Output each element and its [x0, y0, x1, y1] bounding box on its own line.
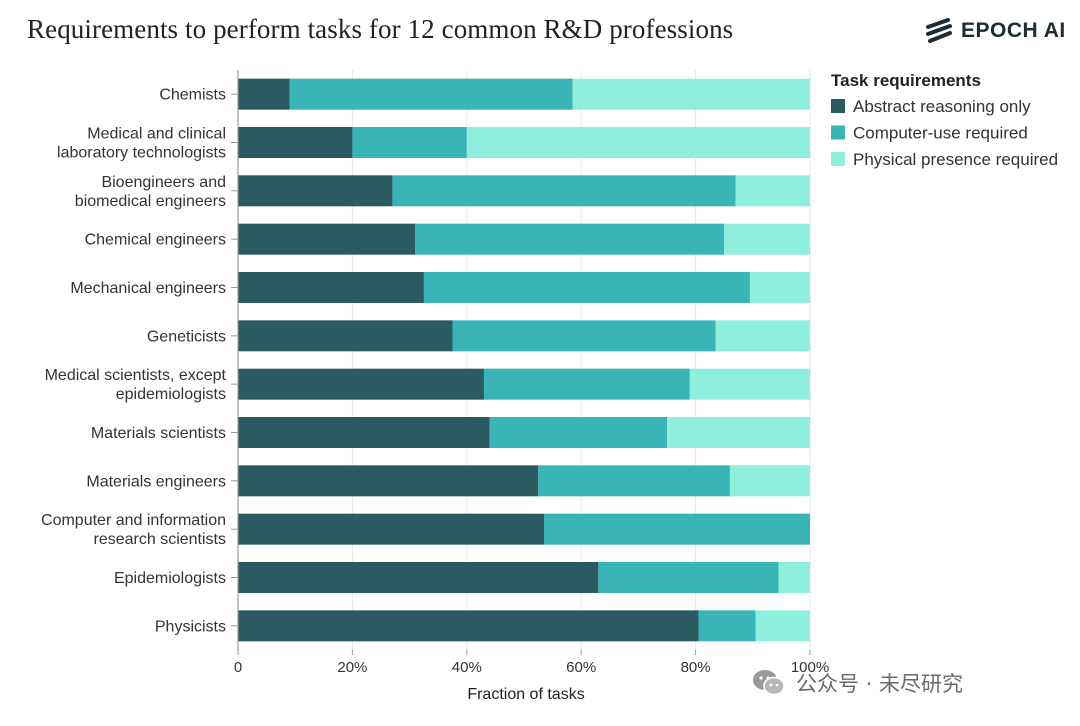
legend-swatch	[831, 125, 845, 140]
x-tick-label: 20%	[337, 659, 367, 676]
bar-segment	[238, 465, 539, 497]
x-tick-label: 40%	[452, 659, 482, 676]
bar-segment	[538, 465, 730, 497]
legend-swatch	[831, 99, 845, 113]
bar-segment	[715, 320, 810, 352]
bar-segment	[544, 513, 810, 545]
bar-segment	[238, 320, 453, 352]
epoch-stripes-icon	[926, 18, 952, 43]
bar-segment	[572, 78, 810, 110]
category-label: Bioengineers and	[101, 174, 226, 191]
bar-segment	[452, 320, 716, 352]
x-tick-label: 100%	[791, 659, 829, 676]
bar-segment	[238, 175, 393, 207]
x-tick-label: 80%	[681, 659, 711, 676]
category-label: Materials scientists	[91, 425, 226, 442]
watermark-text: 公众号 · 未尽研究	[796, 672, 964, 696]
bar-segment	[778, 562, 810, 593]
category-label: Chemical engineers	[85, 232, 226, 249]
bar-segment	[289, 78, 573, 110]
bar-segment	[729, 465, 810, 497]
bar-segment	[598, 562, 779, 593]
bar-segment	[698, 610, 756, 642]
category-label: biomedical engineers	[75, 193, 226, 210]
bar-segment	[735, 175, 810, 207]
category-label: research scientists	[94, 531, 227, 548]
bar-segment	[238, 272, 424, 303]
x-tick-label: 60%	[566, 659, 596, 676]
category-label: Medical scientists, except	[45, 367, 227, 384]
bar-segment	[755, 610, 810, 642]
category-label: laboratory technologists	[57, 145, 226, 162]
bar-segment	[238, 78, 290, 110]
brand-name: EPOCH AI	[961, 19, 1066, 42]
bar-segment	[238, 610, 699, 642]
bar-segment	[238, 513, 545, 545]
bar-segment	[724, 223, 810, 255]
bar-segment	[489, 417, 667, 448]
category-label: Materials engineers	[86, 473, 226, 490]
bar-segment	[238, 562, 599, 593]
brand-logo: EPOCH AI	[926, 18, 1066, 44]
category-label: epidemiologists	[116, 386, 226, 403]
bar-segment	[352, 127, 467, 158]
bar-segment	[423, 272, 750, 303]
bar-segment	[392, 175, 736, 207]
bar-segment	[238, 127, 353, 158]
bar-segment	[415, 223, 725, 255]
category-label: Computer and information	[41, 512, 226, 529]
x-tick-label: 0	[234, 659, 242, 676]
bar-segment	[689, 368, 810, 400]
category-label: Geneticists	[147, 328, 226, 345]
x-axis-title: Fraction of tasks	[467, 686, 584, 703]
category-label: Chemists	[159, 87, 226, 104]
category-label: Medical and clinical	[87, 126, 226, 143]
bar-segment	[749, 272, 810, 303]
wechat-icon	[753, 670, 785, 696]
legend-label: Computer-use required	[853, 124, 1028, 143]
category-label: Epidemiologists	[114, 570, 226, 587]
legend-swatch	[831, 152, 845, 166]
bar-segment	[238, 368, 484, 400]
watermark: 公众号 · 未尽研究	[752, 668, 963, 698]
bar-segment	[238, 417, 490, 448]
legend-title: Task requirements	[831, 71, 981, 90]
bar-segment	[667, 417, 810, 448]
bar-segment	[238, 223, 416, 255]
category-label: Physicists	[155, 618, 226, 635]
category-label: Mechanical engineers	[70, 280, 226, 297]
legend-label: Physical presence required	[853, 150, 1058, 169]
legend-label: Abstract reasoning only	[853, 97, 1031, 116]
bar-segment	[466, 127, 810, 158]
bar-segment	[483, 368, 690, 400]
chart-title: Requirements to perform tasks for 12 com…	[27, 14, 734, 44]
